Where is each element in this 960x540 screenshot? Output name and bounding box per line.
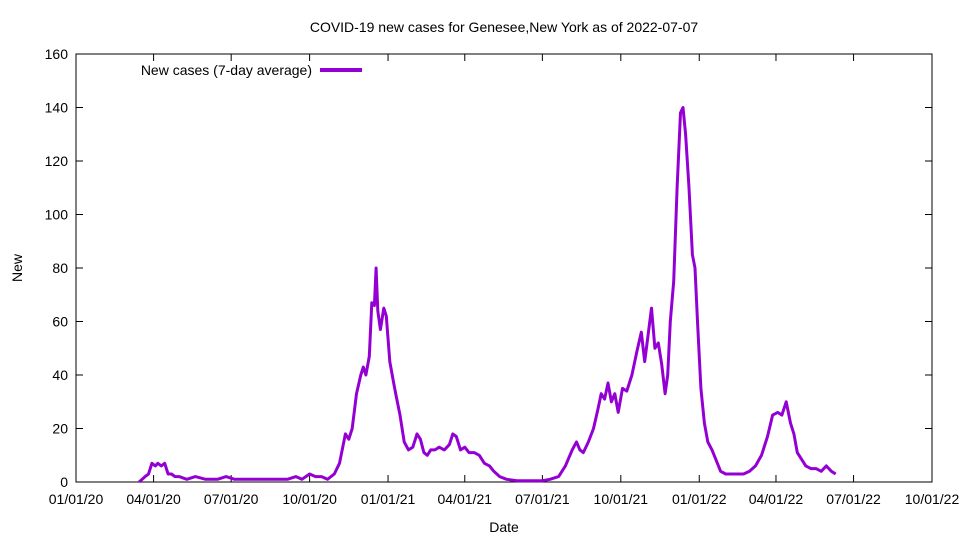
y-tick-label: 120 <box>45 153 69 169</box>
legend-label: New cases (7-day average) <box>141 62 312 78</box>
x-tick-label: 04/01/22 <box>749 491 804 507</box>
x-tick-label: 04/01/21 <box>438 491 493 507</box>
chart-title: COVID-19 new cases for Genesee,New York … <box>310 19 699 35</box>
legend: New cases (7-day average) <box>141 62 362 78</box>
x-tick-label: 01/01/21 <box>361 491 416 507</box>
x-tick-label: 07/01/20 <box>204 491 259 507</box>
y-tick-label: 100 <box>45 207 69 223</box>
x-tick-label: 04/01/20 <box>126 491 181 507</box>
x-tick-label: 07/01/22 <box>826 491 881 507</box>
x-tick-label: 07/01/21 <box>515 491 570 507</box>
x-tick-label: 01/01/20 <box>49 491 104 507</box>
y-tick-label: 60 <box>52 314 68 330</box>
axis-ticks: 0 20 40 60 80 100 120 140 160 01/01/20 04/01/20 07/… <box>45 46 960 507</box>
y-tick-label: 80 <box>52 260 68 276</box>
x-tick-label: 10/01/20 <box>282 491 337 507</box>
plot-border <box>75 53 933 483</box>
x-tick-label: 10/01/22 <box>905 491 960 507</box>
y-tick-label: 0 <box>60 474 68 490</box>
x-tick-label: 01/01/22 <box>672 491 727 507</box>
x-tick-label: 10/01/21 <box>594 491 649 507</box>
y-tick-label: 140 <box>45 100 69 116</box>
x-axis-label: Date <box>489 519 519 535</box>
y-tick-label: 40 <box>52 367 68 383</box>
y-tick-label: 160 <box>45 46 69 62</box>
series-line-new-cases <box>138 106 837 484</box>
y-axis-label: New <box>9 253 25 282</box>
y-tick-label: 20 <box>52 421 68 437</box>
